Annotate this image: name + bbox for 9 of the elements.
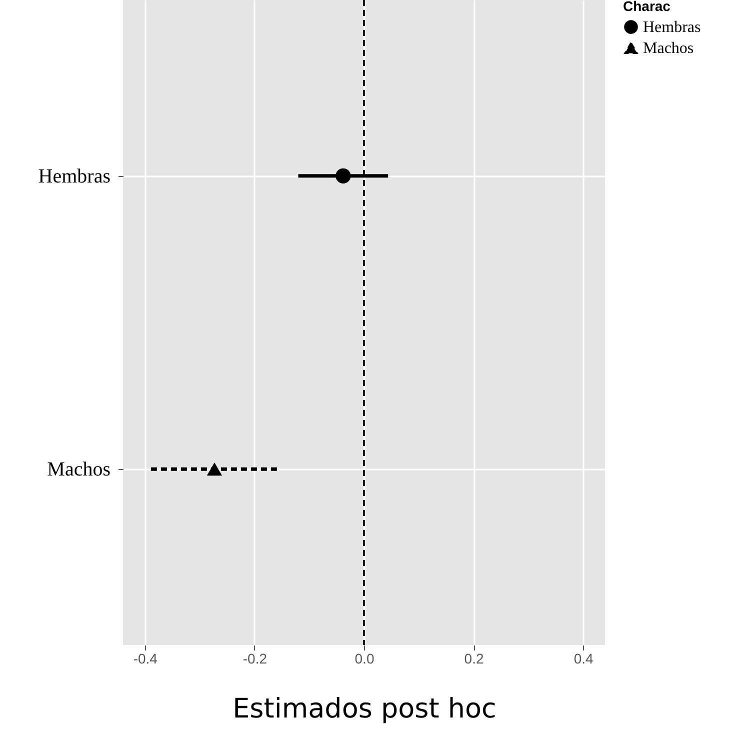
legend-label: Machos [643,40,694,57]
x-axis-title: Estimados post hoc [232,694,496,724]
x-tick-label: 0.0 [354,650,374,666]
x-tick-label: 0.4 [574,650,594,666]
x-tick-label: -0.2 [242,650,268,666]
legend-label: Hembras [643,19,701,36]
x-tick-label: -0.4 [133,650,158,666]
x-tick-label: 0.2 [464,650,484,666]
legend-title: Charac [623,0,671,14]
